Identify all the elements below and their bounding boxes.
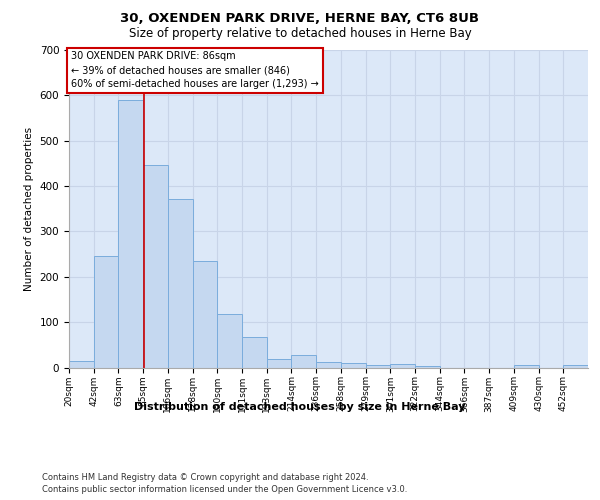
Text: Size of property relative to detached houses in Herne Bay: Size of property relative to detached ho… (128, 28, 472, 40)
Y-axis label: Number of detached properties: Number of detached properties (24, 126, 34, 291)
Text: Contains public sector information licensed under the Open Government Licence v3: Contains public sector information licen… (42, 485, 407, 494)
Text: Distribution of detached houses by size in Herne Bay: Distribution of detached houses by size … (134, 402, 466, 412)
Bar (217, 314, 242, 368)
Bar (267, 360, 292, 368)
Bar (143, 165, 168, 368)
Bar (118, 100, 143, 367)
Bar (242, 336, 267, 368)
Bar (341, 362, 365, 368)
Bar (390, 364, 415, 368)
Text: 30 OXENDEN PARK DRIVE: 86sqm
← 39% of detached houses are smaller (846)
60% of s: 30 OXENDEN PARK DRIVE: 86sqm ← 39% of de… (71, 52, 319, 90)
Bar (69, 360, 94, 368)
Bar (365, 365, 390, 368)
Bar (168, 199, 193, 368)
Bar (292, 355, 316, 368)
Text: Contains HM Land Registry data © Crown copyright and database right 2024.: Contains HM Land Registry data © Crown c… (42, 472, 368, 482)
Bar (415, 366, 440, 368)
Bar (316, 362, 341, 368)
Bar (514, 365, 539, 368)
Text: 30, OXENDEN PARK DRIVE, HERNE BAY, CT6 8UB: 30, OXENDEN PARK DRIVE, HERNE BAY, CT6 8… (121, 12, 479, 26)
Bar (563, 365, 588, 368)
Bar (94, 256, 118, 368)
Bar (193, 261, 217, 368)
